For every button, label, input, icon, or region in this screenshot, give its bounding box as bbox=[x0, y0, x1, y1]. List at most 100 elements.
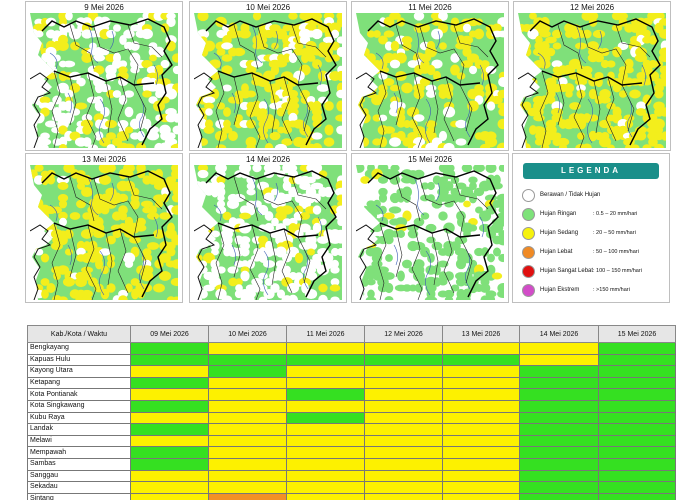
forecast-cell-light bbox=[442, 353, 520, 367]
map-date-label: 14 Mei 2026 bbox=[245, 155, 291, 164]
forecast-cell-light bbox=[519, 457, 599, 471]
forecast-cell-light bbox=[519, 446, 599, 459]
table-row: Kota Pontianak bbox=[27, 388, 676, 401]
forecast-cell-moderate bbox=[208, 446, 287, 459]
forecast-cell-moderate bbox=[208, 423, 287, 436]
forecast-cell-moderate bbox=[442, 492, 520, 500]
forecast-cell-moderate bbox=[286, 434, 365, 448]
forecast-cell-moderate bbox=[130, 469, 209, 483]
table-row-regency: Melawi bbox=[27, 434, 131, 448]
forecast-cell-moderate bbox=[442, 365, 520, 378]
forecast-cell-moderate bbox=[130, 411, 209, 425]
legend-swatch bbox=[522, 245, 535, 259]
forecast-cell-light bbox=[519, 399, 599, 413]
map-panel: 10 Mei 2026 bbox=[189, 1, 347, 151]
forecast-cell-light bbox=[208, 365, 287, 378]
legend-item-name: Berawan / Tidak Hujan bbox=[540, 192, 601, 198]
table-header-date: 09 Mei 2026 bbox=[130, 325, 209, 343]
forecast-cell-moderate bbox=[364, 457, 443, 471]
forecast-cell-moderate bbox=[442, 434, 520, 448]
forecast-cell-moderate bbox=[208, 411, 287, 425]
forecast-cell-moderate bbox=[442, 481, 520, 494]
rainfall-map bbox=[356, 13, 504, 148]
forecast-cell-moderate bbox=[442, 423, 520, 436]
rainfall-map bbox=[356, 165, 504, 300]
forecast-cell-moderate bbox=[519, 353, 599, 367]
table-row: Kota Singkawang bbox=[27, 399, 676, 413]
table-header-date: 12 Mei 2026 bbox=[364, 325, 443, 343]
table-header-date: 10 Mei 2026 bbox=[208, 325, 287, 343]
table-header-row: Kab./Kota / Waktu 09 Mei 2026 10 Mei 2026 1… bbox=[27, 325, 676, 343]
forecast-cell-light bbox=[208, 353, 287, 367]
forecast-cell-moderate bbox=[442, 342, 520, 355]
table-row: Bengkayang bbox=[27, 342, 676, 355]
table-row: Mempawah bbox=[27, 446, 676, 459]
legend-item: Hujan Sangat Lebat: 100 – 150 mm/hari bbox=[522, 263, 642, 279]
map-panel: 13 Mei 2026 bbox=[25, 153, 183, 303]
table-row-regency: Landak bbox=[27, 423, 131, 436]
legend-item: Berawan / Tidak Hujan bbox=[522, 187, 601, 203]
forecast-cell-light bbox=[598, 481, 676, 494]
forecast-cell-light bbox=[364, 353, 443, 367]
legend-item: Hujan Sedang: 20 – 50 mm/hari bbox=[522, 225, 636, 241]
table-row: Sintang bbox=[27, 492, 676, 500]
legend-panel: LEGENDA Berawan / Tidak Hujan Hujan Ringa… bbox=[512, 153, 670, 303]
table-row: Kapuas Hulu bbox=[27, 353, 676, 367]
forecast-cell-light bbox=[598, 376, 676, 390]
forecast-cell-moderate bbox=[286, 481, 365, 494]
forecast-cell-moderate bbox=[130, 388, 209, 401]
forecast-cell-moderate bbox=[208, 434, 287, 448]
forecast-cell-moderate bbox=[364, 481, 443, 494]
forecast-cell-moderate bbox=[130, 434, 209, 448]
forecast-cell-moderate bbox=[286, 365, 365, 378]
forecast-cell-moderate bbox=[208, 376, 287, 390]
table-row: Sambas bbox=[27, 457, 676, 471]
table-row: Sanggau bbox=[27, 469, 676, 483]
table-row-regency: Kota Pontianak bbox=[27, 388, 131, 401]
table-row: Sekadau bbox=[27, 481, 676, 494]
forecast-cell-moderate bbox=[208, 469, 287, 483]
legend-swatch bbox=[522, 207, 535, 221]
table-row-regency: Sekadau bbox=[27, 481, 131, 494]
map-date-label: 10 Mei 2026 bbox=[245, 3, 291, 12]
forecast-cell-moderate bbox=[130, 365, 209, 378]
table-row: Ketapang bbox=[27, 376, 676, 390]
table-row: Landak bbox=[27, 423, 676, 436]
map-panel: 12 Mei 2026 bbox=[513, 1, 671, 151]
legend-item: Hujan Ringan: 0.5 – 20 mm/hari bbox=[522, 206, 637, 222]
forecast-cell-light bbox=[519, 365, 599, 378]
rainfall-map bbox=[194, 13, 342, 148]
legend-item-range: : 100 – 150 mm/hari bbox=[593, 268, 642, 274]
forecast-cell-moderate bbox=[442, 469, 520, 483]
forecast-cell-light bbox=[519, 411, 599, 425]
map-panel: 9 Mei 2026 bbox=[25, 1, 183, 151]
legend-item-name: Hujan Lebat bbox=[540, 249, 573, 255]
table-header-date: 14 Mei 2026 bbox=[519, 325, 599, 343]
table-row-regency: Sanggau bbox=[27, 469, 131, 483]
forecast-cell-light bbox=[130, 353, 209, 367]
map-panel: 15 Mei 2026 bbox=[351, 153, 509, 303]
table-row-regency: Kota Singkawang bbox=[27, 399, 131, 413]
forecast-cell-light bbox=[286, 388, 365, 401]
forecast-cell-light bbox=[519, 423, 599, 436]
table-row-regency: Kubu Raya bbox=[27, 411, 131, 425]
map-panel: 14 Mei 2026 bbox=[189, 153, 347, 303]
map-date-label: 11 Mei 2026 bbox=[408, 3, 452, 12]
forecast-cell-moderate bbox=[208, 399, 287, 413]
forecast-cell-light bbox=[598, 446, 676, 459]
forecast-cell-moderate bbox=[286, 342, 365, 355]
forecast-cell-moderate bbox=[364, 492, 443, 500]
table-row-regency: Sintang bbox=[27, 492, 131, 500]
map-panel: 11 Mei 2026 bbox=[351, 1, 509, 151]
legend-swatch bbox=[522, 226, 535, 240]
forecast-cell-light bbox=[130, 376, 209, 390]
forecast-cell-moderate bbox=[364, 365, 443, 378]
forecast-cell-light bbox=[130, 342, 209, 355]
table-row-regency: Mempawah bbox=[27, 446, 131, 459]
forecast-cell-light bbox=[130, 423, 209, 436]
forecast-cell-light bbox=[598, 342, 676, 355]
forecast-cell-moderate bbox=[364, 399, 443, 413]
forecast-cell-moderate bbox=[442, 376, 520, 390]
forecast-cell-moderate bbox=[364, 376, 443, 390]
